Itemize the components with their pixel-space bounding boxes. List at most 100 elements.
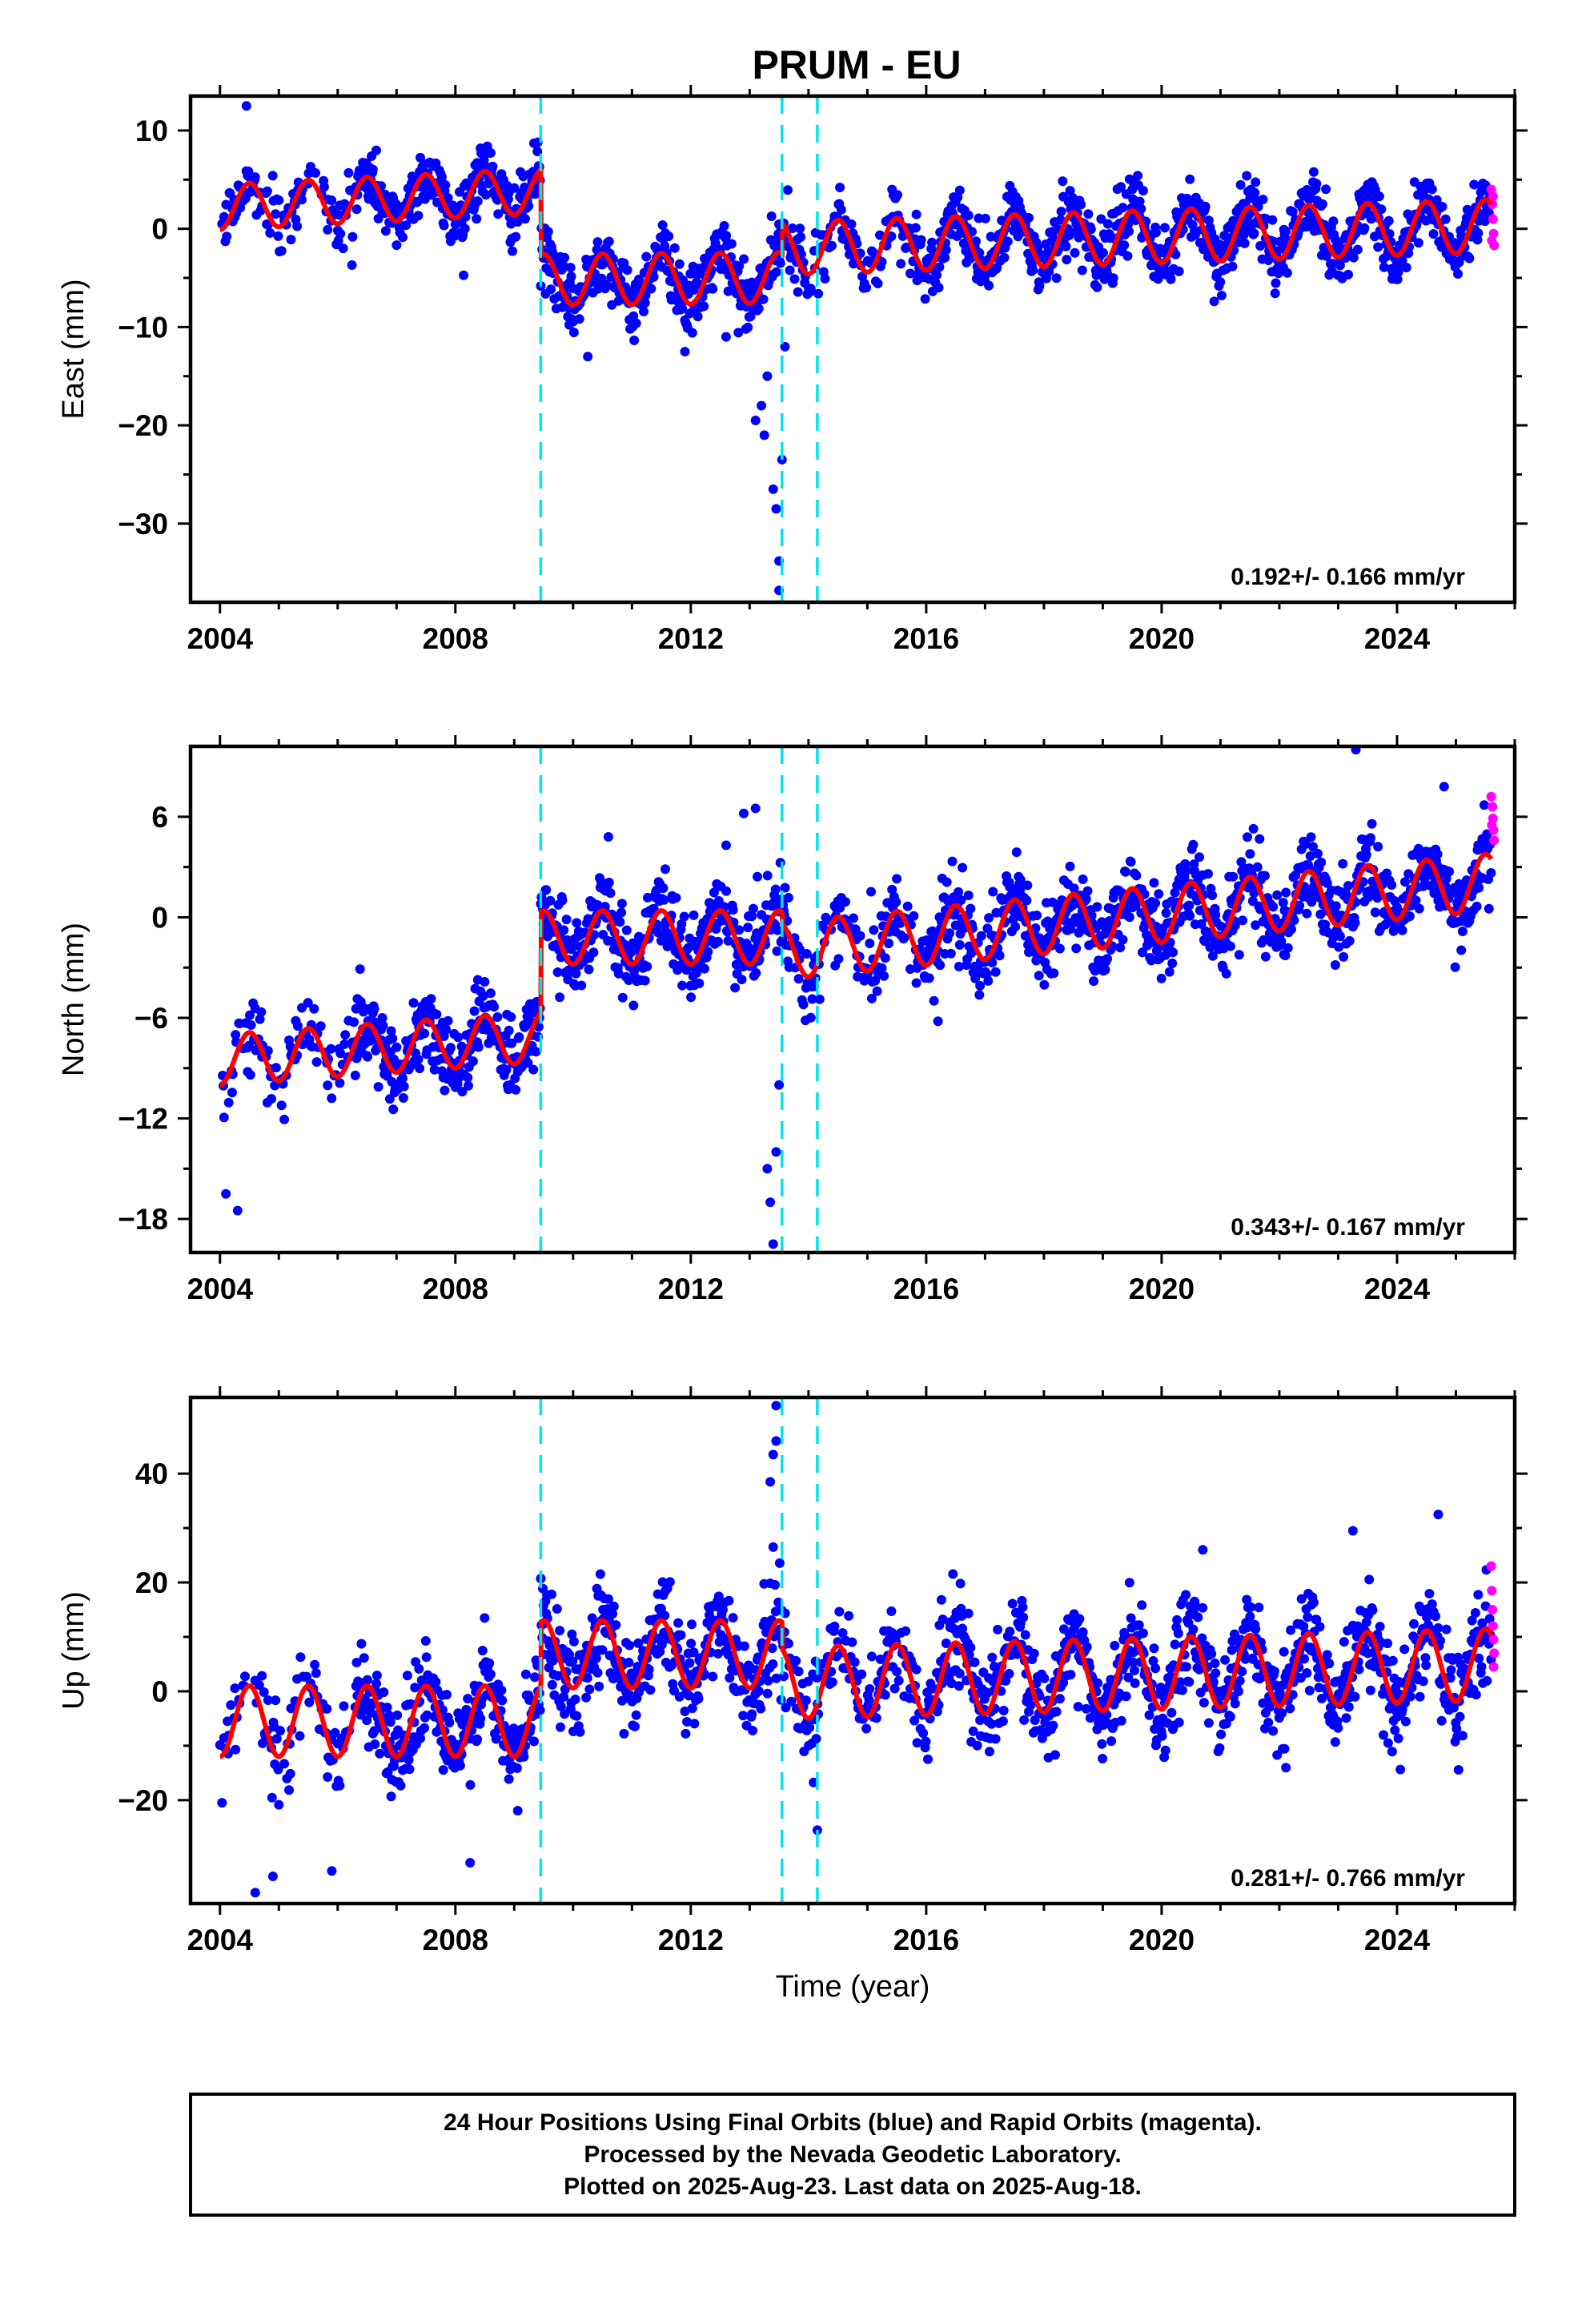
final-orbit-point [371, 1679, 381, 1689]
final-orbit-point [444, 1718, 455, 1727]
final-orbit-point [1457, 927, 1468, 936]
final-orbit-point [335, 1078, 345, 1088]
final-orbit-point [286, 235, 296, 245]
outlier-point [583, 352, 593, 362]
final-orbit-point [1196, 919, 1207, 929]
final-orbit-point [855, 931, 865, 941]
final-orbit-point [1428, 229, 1439, 239]
final-orbit-point [373, 1082, 383, 1092]
final-orbit-point [1348, 252, 1359, 263]
final-orbit-point [504, 1774, 514, 1784]
final-orbit-point [753, 871, 762, 882]
final-orbit-point [624, 1640, 635, 1651]
final-orbit-point [459, 270, 469, 280]
final-orbit-point [850, 924, 861, 935]
final-orbit-point [1413, 238, 1423, 248]
final-orbit-point [227, 1088, 237, 1098]
final-orbit-point [485, 988, 496, 999]
final-orbit-point [547, 1679, 557, 1690]
final-orbit-point [984, 913, 994, 923]
final-orbit-point [340, 1030, 351, 1040]
final-orbit-point [1157, 1731, 1167, 1741]
final-orbit-point [480, 1613, 490, 1623]
final-orbit-point [849, 913, 858, 923]
final-orbit-point [1156, 973, 1166, 983]
final-orbit-point [231, 1030, 241, 1040]
final-orbit-point [511, 1084, 521, 1095]
final-orbit-point [1151, 946, 1162, 956]
rapid-orbit-point [1488, 191, 1498, 202]
final-orbit-point [1092, 282, 1102, 292]
final-orbit-point [1295, 900, 1305, 911]
final-orbit-point [274, 1799, 284, 1810]
final-orbit-point [642, 961, 652, 971]
final-orbit-point [1150, 227, 1161, 238]
final-orbit-point [297, 195, 307, 205]
final-orbit-point [770, 1580, 780, 1590]
final-orbit-point [509, 183, 520, 193]
final-orbit-point [1071, 943, 1082, 954]
final-orbit-point [565, 263, 576, 273]
final-orbit-point [723, 935, 733, 946]
x-tick-label: 2004 [187, 622, 254, 655]
outlier-point [232, 1205, 243, 1216]
final-orbit-point [1235, 1675, 1245, 1686]
final-orbit-point [807, 994, 817, 1004]
final-orbit-point [1239, 238, 1250, 248]
final-orbit-point [1320, 919, 1331, 930]
final-orbit-point [723, 286, 733, 296]
final-orbit-point [1039, 979, 1050, 990]
final-orbit-point [1411, 895, 1421, 906]
final-orbit-point [641, 251, 652, 262]
final-orbit-point [440, 180, 451, 190]
model-fit [219, 851, 1494, 1088]
final-orbit-point [911, 978, 921, 988]
final-orbit-point [437, 172, 447, 182]
final-orbit-point [469, 1006, 480, 1016]
final-orbit-point [1328, 216, 1339, 227]
final-orbit-point [1073, 1702, 1083, 1712]
final-orbit-point [694, 979, 705, 988]
final-orbit-point [738, 1711, 749, 1721]
final-orbit-point [1051, 273, 1062, 283]
final-orbit-point [377, 1013, 387, 1023]
final-orbit-point [1361, 850, 1371, 860]
final-orbit-point [664, 231, 674, 241]
final-orbit-point [1130, 1678, 1140, 1688]
y-tick-label: −20 [118, 409, 168, 442]
final-orbit-point [734, 925, 745, 935]
final-orbit-point [1473, 228, 1484, 239]
final-orbit-point [1343, 269, 1353, 279]
final-orbit-point [728, 1613, 738, 1623]
final-orbit-point [1066, 923, 1076, 934]
final-orbit-point [866, 993, 877, 1003]
final-orbit-point [1397, 925, 1407, 935]
final-orbit-point [1108, 273, 1118, 283]
plot-frame [188, 94, 1517, 605]
final-orbit-point [592, 237, 603, 247]
final-orbit-point [391, 1042, 402, 1052]
final-orbit-point [772, 946, 782, 956]
east-panel: 2004 2008 2012 2016 2020 2024100−10−20−30East… [57, 85, 1528, 655]
final-orbit-point [1118, 935, 1128, 945]
y-tick-label: −30 [118, 508, 168, 541]
final-orbit-point [568, 328, 579, 338]
final-orbit-point [1404, 911, 1415, 922]
final-orbit-point [963, 211, 974, 220]
final-orbit-point [615, 917, 625, 927]
final-orbit-point [480, 977, 490, 987]
final-orbit-point [1061, 241, 1071, 251]
y-tick-label: 10 [135, 115, 168, 147]
final-orbit-point [453, 1032, 464, 1043]
final-orbit-point [1234, 1687, 1243, 1696]
final-orbit-point [844, 1610, 854, 1621]
final-orbit-point [896, 259, 906, 269]
final-orbit-point [319, 182, 329, 192]
final-orbit-point [1260, 951, 1271, 962]
final-orbit-point [286, 1703, 296, 1714]
final-orbit-point [1149, 1643, 1159, 1654]
final-orbit-point [789, 274, 800, 284]
final-orbit-point [1029, 1648, 1039, 1659]
final-orbit-point [1049, 968, 1059, 979]
